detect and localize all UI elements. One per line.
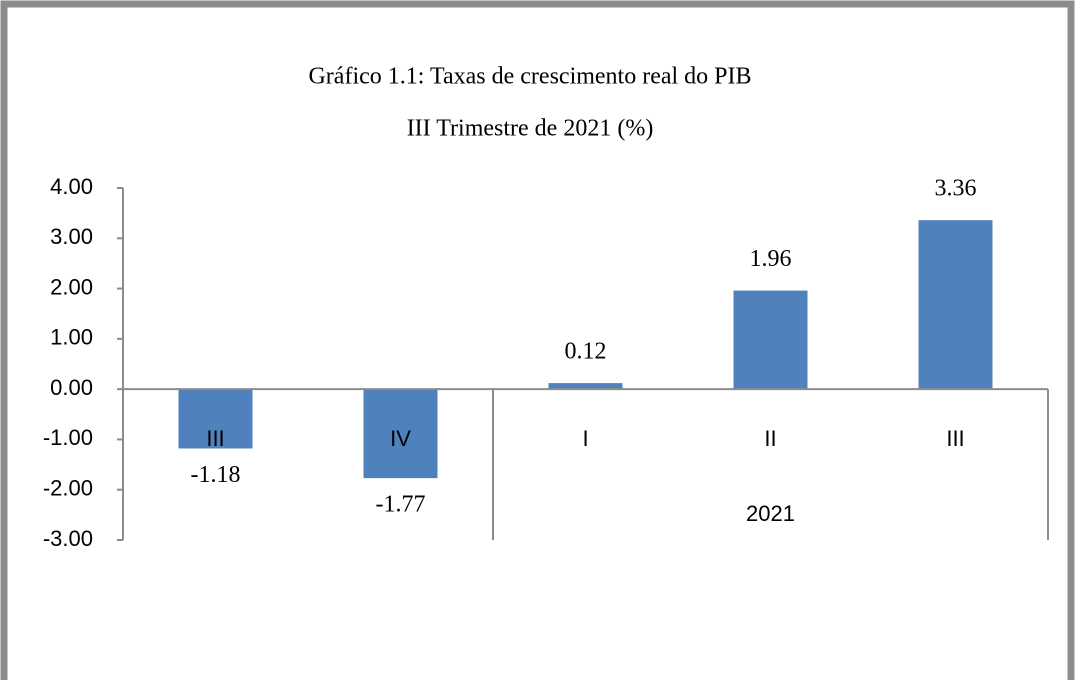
bar [918,220,993,390]
y-tick-label: 4.00 [50,174,93,199]
value-label: 3.36 [935,176,977,202]
x-tick-label: II [764,426,776,451]
value-label: -1.18 [191,462,241,488]
bar [548,383,623,390]
chart-title: Gráfico 1.1: Taxas de crescimento real d… [308,64,751,90]
y-tick-label: 3.00 [50,224,93,249]
bar [363,389,438,479]
group-label: 2021 [746,501,795,526]
x-tick-label: I [582,426,588,451]
chart-subtitle: III Trimestre de 2021 (%) [407,116,654,142]
x-tick-label: IV [390,426,411,451]
y-tick-label: 0.00 [50,375,93,400]
bar [733,290,808,390]
x-tick-label: III [206,426,224,451]
y-tick-label: -3.00 [43,526,93,551]
value-label: -1.77 [376,492,426,518]
value-label: 0.12 [565,339,607,365]
value-label: 1.96 [750,246,792,272]
y-tick-label: 2.00 [50,274,93,299]
y-tick-label: 1.00 [50,325,93,350]
bar [178,389,253,449]
y-tick-label: -2.00 [43,476,93,501]
y-tick-label: -1.00 [43,425,93,450]
x-tick-label: III [946,426,964,451]
